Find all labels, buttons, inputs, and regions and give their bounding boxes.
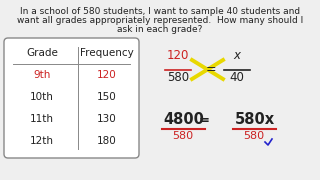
Text: want all grades appropriately represented.  How many should I: want all grades appropriately represente… xyxy=(17,16,303,25)
Text: 180: 180 xyxy=(97,136,117,146)
Text: 150: 150 xyxy=(97,92,117,102)
Text: 11th: 11th xyxy=(30,114,54,124)
Text: 4800: 4800 xyxy=(163,112,204,127)
Text: 12th: 12th xyxy=(30,136,54,146)
Text: 9th: 9th xyxy=(33,70,51,80)
FancyBboxPatch shape xyxy=(4,38,139,158)
Text: Frequency: Frequency xyxy=(80,48,134,58)
Text: x: x xyxy=(234,49,241,62)
Text: 120: 120 xyxy=(167,49,189,62)
Text: 580: 580 xyxy=(167,71,189,84)
Text: 10th: 10th xyxy=(30,92,54,102)
Text: 580x: 580x xyxy=(235,112,275,127)
Text: 130: 130 xyxy=(97,114,117,124)
Text: 40: 40 xyxy=(229,71,244,84)
Text: 580: 580 xyxy=(172,131,194,141)
Text: 120: 120 xyxy=(97,70,117,80)
Text: Grade: Grade xyxy=(26,48,58,58)
Text: =: = xyxy=(199,114,210,127)
Text: =: = xyxy=(206,63,216,76)
Text: 580: 580 xyxy=(244,131,265,141)
Text: In a school of 580 students, I want to sample 40 students and: In a school of 580 students, I want to s… xyxy=(20,7,300,16)
Text: ask in each grade?: ask in each grade? xyxy=(117,25,203,34)
